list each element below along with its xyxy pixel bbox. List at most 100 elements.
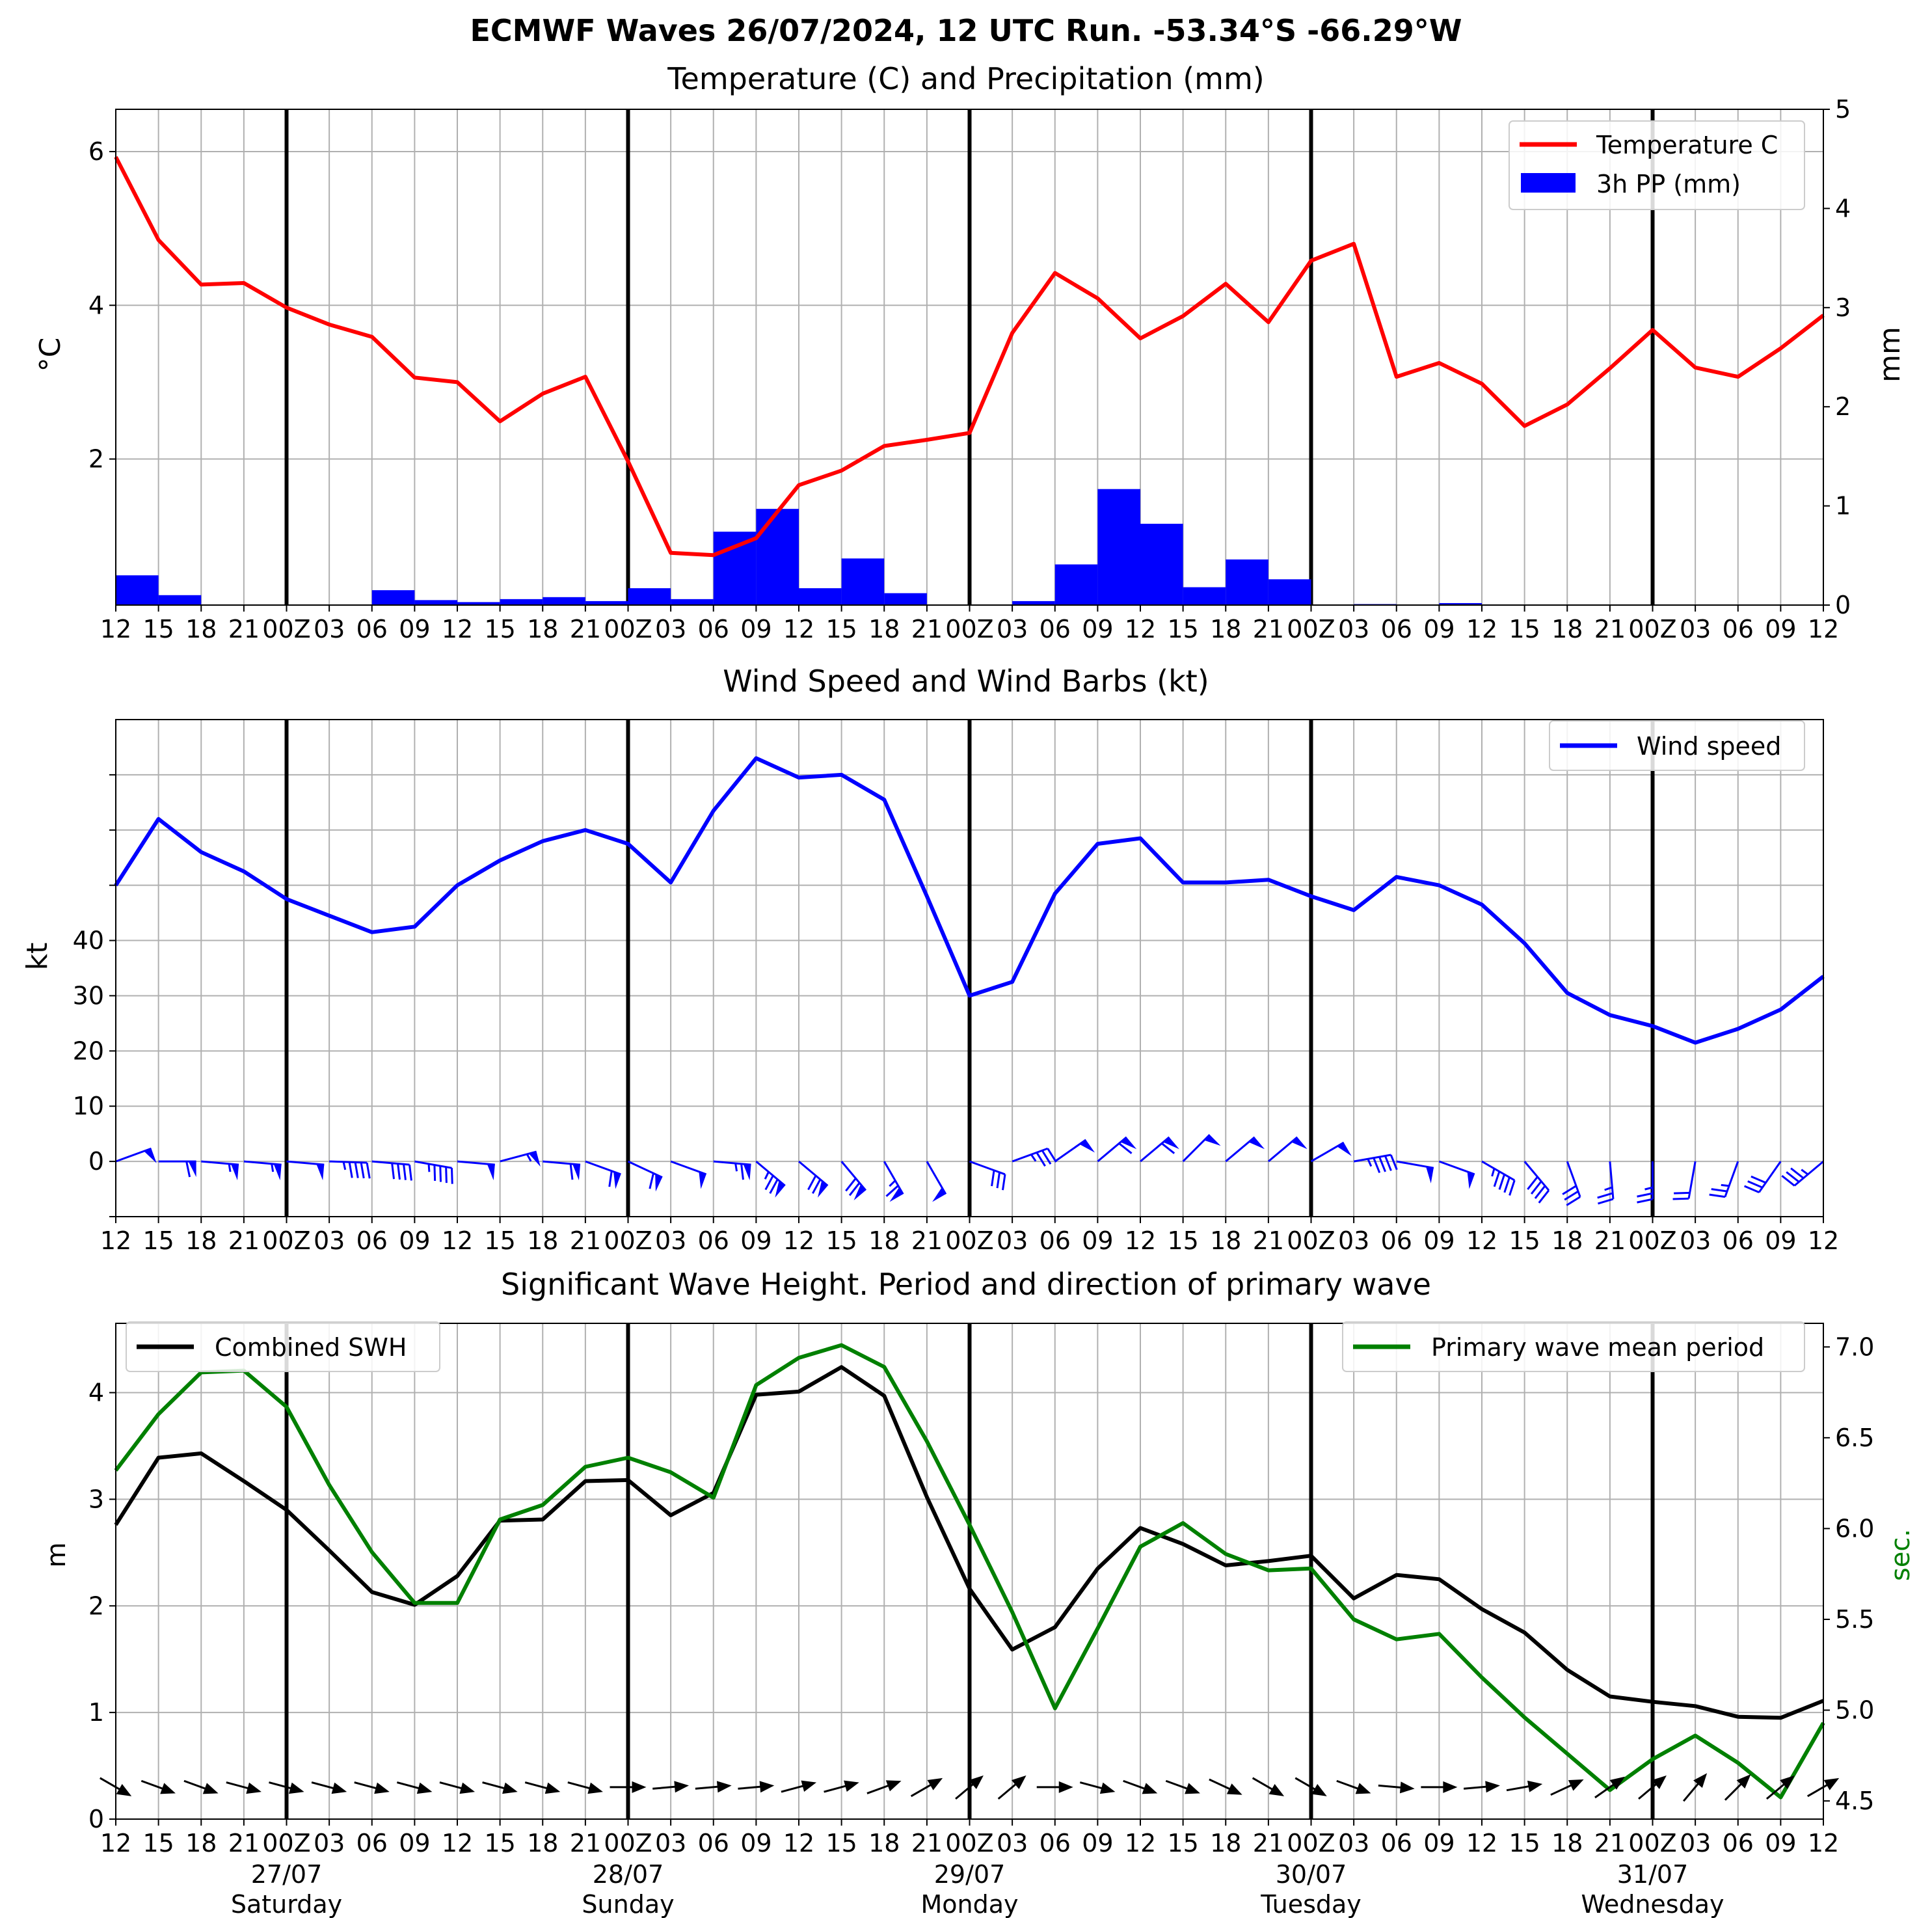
wave-arrow-head	[927, 1777, 943, 1790]
wind-barb-staff	[286, 1160, 325, 1166]
wind-barb-half-flag	[889, 1180, 896, 1187]
wind-barb	[1012, 1147, 1057, 1167]
wave-arrow-head	[1311, 1784, 1327, 1796]
y-tick-label: 2	[88, 1591, 104, 1620]
wave-arrow-head	[416, 1782, 433, 1794]
wave-arrow-shaft	[524, 1781, 551, 1790]
y-tick-label: 1	[88, 1698, 104, 1727]
panel2-x-tick-label: 06	[698, 1226, 729, 1255]
wave-direction-arrow	[1336, 1779, 1371, 1794]
wave-arrow-head	[885, 1780, 902, 1792]
wind-barb-half-flag	[1604, 1186, 1613, 1191]
wave-arrow-shaft	[1079, 1781, 1106, 1790]
wave-arrow-head	[288, 1782, 304, 1794]
panel1-title: Temperature (C) and Precipitation (mm)	[667, 61, 1264, 96]
wind-barb-pennant	[932, 1187, 946, 1202]
panel2-x-tick-label: 09	[1082, 1226, 1113, 1255]
panel1-x-tick-label: 18	[185, 615, 217, 643]
y-tick-label: 3	[88, 1485, 104, 1513]
wave-arrow-shaft	[226, 1781, 252, 1790]
wave-direction-arrow	[1550, 1779, 1584, 1796]
y2-tick-label: 3	[1835, 293, 1851, 322]
wave-arrow-head	[844, 1780, 859, 1792]
wind-barb-flag	[1036, 1152, 1046, 1167]
wind-barb-pennant	[853, 1184, 866, 1200]
wind-barb-flag	[1790, 1167, 1805, 1180]
wind-barb-half-flag	[526, 1154, 532, 1162]
wind-barb	[1672, 1161, 1697, 1200]
panel1-legend: Temperature C 3h PP (mm)	[1509, 120, 1805, 210]
panel2-legend: Wind speed	[1549, 720, 1805, 771]
wave-arrow-shaft	[652, 1785, 679, 1790]
wind-barb-flag	[409, 1164, 412, 1181]
y-tick-label: 40	[73, 926, 104, 955]
panel2-x-tick-label: 12	[783, 1226, 814, 1255]
wind-barb	[158, 1160, 196, 1178]
wave-arrow-shaft	[1209, 1778, 1233, 1792]
panel3-x-tick-label: 09	[1082, 1829, 1113, 1857]
y2-tick-label: 1	[1835, 492, 1851, 520]
panel1-x-tick-label: 00Z	[262, 615, 310, 643]
day-name-label: Monday	[920, 1890, 1018, 1918]
wind-barb-pennant	[487, 1164, 495, 1181]
wind-barb-flag	[1503, 1177, 1510, 1193]
panel3-x-tick-label: 21	[228, 1829, 260, 1857]
wave-arrow-head	[632, 1781, 647, 1793]
precip-bar	[1226, 559, 1268, 605]
day-name-label: Saturday	[231, 1890, 342, 1918]
wind-barb	[670, 1160, 707, 1189]
wave-arrow-shaft	[1594, 1781, 1617, 1799]
wave-arrow-shaft	[269, 1781, 295, 1790]
day-date-label: 28/07	[593, 1860, 664, 1889]
y2-tick-label: 7.0	[1835, 1332, 1874, 1361]
panel3-x-tick-label: 12	[1125, 1829, 1156, 1857]
panel1-x-tick-label: 09	[399, 615, 430, 643]
precip-bar	[671, 599, 714, 605]
wind-barb-half-flag	[734, 1163, 738, 1172]
wind-barb-pennant	[316, 1164, 325, 1181]
wind-panel: Wind Speed and Wind Barbs (kt) 12 15 18 21 0…	[21, 664, 1839, 1255]
wind-barb-pennant	[572, 1164, 581, 1181]
wave-arrow-head	[502, 1782, 518, 1794]
wave-arrow-shaft	[824, 1784, 850, 1793]
wave-panel: Significant Wave Height. Period and dire…	[42, 1267, 1916, 1918]
wave-arrow-head	[1268, 1784, 1285, 1796]
wind-barb	[798, 1160, 829, 1198]
panel3-x-tick-label: 03	[1338, 1829, 1369, 1857]
wind-barb	[1481, 1160, 1516, 1196]
y-tick-label: 20	[73, 1036, 104, 1065]
wave-direction-arrow	[1594, 1776, 1625, 1799]
wind-barb-flag	[391, 1163, 396, 1180]
wave-arrow-shaft	[1765, 1781, 1788, 1800]
panel2-x-tick-label: 18	[1210, 1226, 1241, 1255]
wind-barb	[1140, 1136, 1179, 1163]
wind-barb-flag	[608, 1170, 613, 1187]
wind-barb-staff	[329, 1160, 368, 1164]
wind-barb-pennant	[655, 1174, 663, 1192]
wave-direction-arrow	[1724, 1774, 1751, 1801]
panel2-x-tick-label: 09	[399, 1226, 430, 1255]
panel2-x-tick-label: 18	[527, 1226, 558, 1255]
wind-barb	[543, 1160, 581, 1181]
wind-barb-staff	[1566, 1161, 1581, 1198]
panel3-x-tick-label: 03	[314, 1829, 345, 1857]
panel2-x-tick-label: 12	[1466, 1226, 1497, 1255]
panel1-x-tick-label: 03	[1338, 615, 1369, 643]
panel1-x-tick-label: 21	[570, 615, 601, 643]
wave-arrow-head	[1527, 1780, 1543, 1792]
panel1-x-tick-label: 03	[1680, 615, 1711, 643]
panel2-x-tick-label: 15	[1167, 1226, 1198, 1255]
panel1-x-tick-label: 15	[484, 615, 515, 643]
wind-barb	[201, 1160, 239, 1181]
wave-arrow-head	[544, 1782, 561, 1794]
panel2-x-tick-label: 06	[1381, 1226, 1412, 1255]
wave-direction-arrow	[311, 1781, 347, 1794]
panel3-x-tick-label: 09	[1423, 1829, 1455, 1857]
wave-direction-arrow	[695, 1781, 732, 1793]
wind-barb-flag	[764, 1175, 774, 1191]
wind-barb-staff	[1609, 1161, 1615, 1200]
legend-precip-swatch	[1521, 173, 1576, 193]
wind-barb-staff	[1724, 1161, 1739, 1198]
wave-arrow-head	[801, 1780, 817, 1792]
y-tick-label: 4	[88, 291, 104, 319]
